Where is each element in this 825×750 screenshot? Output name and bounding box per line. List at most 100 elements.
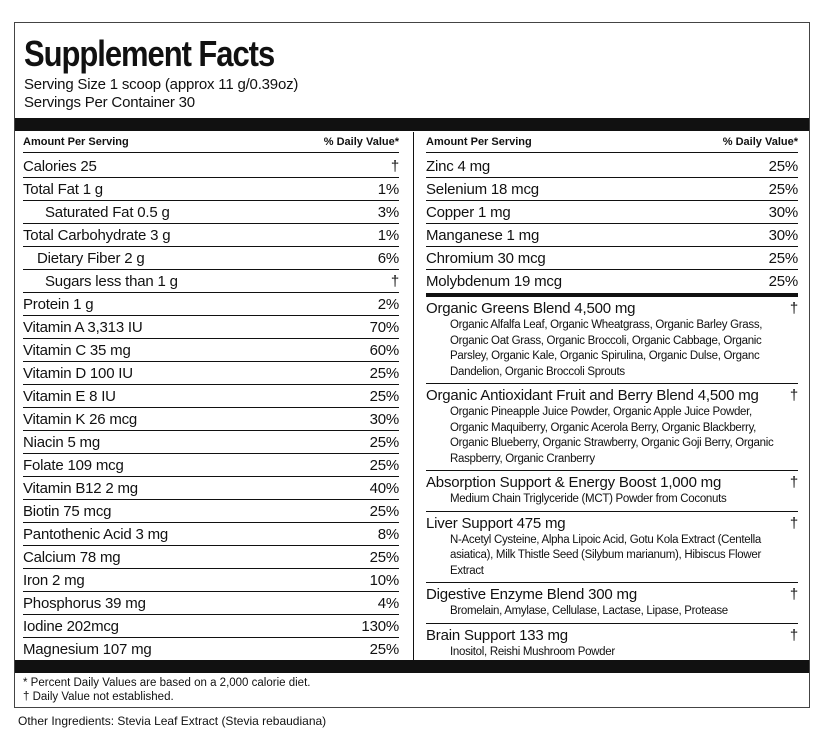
blend-description: Organic Pineapple Juice Powder, Organic … [450, 406, 774, 465]
blend-header: Digestive Enzyme Blend 300 mg † [426, 586, 798, 604]
blend-description: Inositol, Reishi Mushroom Powder [450, 645, 615, 658]
daily-value: 2% [377, 296, 399, 313]
nutrient-row: Manganese 1 mg 30% [426, 224, 798, 247]
dv-header: % Daily Value* [323, 136, 399, 148]
footnote: † Daily Value not established. [23, 691, 174, 703]
blend-description: N-Acetyl Cysteine, Alpha Lipoic Acid, Go… [450, 533, 761, 577]
blend: Digestive Enzyme Blend 300 mg † Bromelain,… [426, 583, 798, 624]
thick-rule [426, 293, 798, 297]
nutrient-row: Dietary Fiber 2 g 6% [23, 247, 399, 270]
daily-value: † [390, 273, 399, 290]
daily-value: 6% [377, 250, 399, 267]
blend-description: Bromelain, Amylase, Cellulase, Lactase, … [450, 605, 728, 617]
column-header: Amount Per Serving % Daily Value* [426, 132, 798, 153]
daily-value: 40% [369, 480, 400, 497]
blend: Absorption Support & Energy Boost 1,000 … [426, 471, 798, 512]
divider-bar [15, 118, 809, 131]
nutrient-row: Iron 2 mg 10% [23, 569, 399, 592]
nutrient-name: Molybdenum 19 mcg [426, 273, 562, 290]
right-column: Amount Per Serving % Daily Value* Zinc 4… [413, 132, 804, 660]
nutrient-name: Saturated Fat 0.5 g [45, 204, 170, 221]
daily-value: 1% [377, 227, 399, 244]
daily-value: † [789, 387, 798, 404]
nutrient-row: Selenium 18 mcg 25% [426, 178, 798, 201]
nutrient-row: Vitamin D 100 IU 25% [23, 362, 399, 385]
blend-name: Liver Support 475 mg [426, 514, 566, 532]
blend: Brain Support 133 mg † Inositol, Reishi Mu… [426, 624, 798, 664]
nutrient-row: Total Fat 1 g 1% [23, 178, 399, 201]
nutrient-row: Calories 25 † [23, 155, 399, 178]
nutrient-row: Vitamin B12 2 mg 40% [23, 477, 399, 500]
daily-value: 25% [768, 181, 799, 198]
column-header: Amount Per Serving % Daily Value* [23, 132, 399, 153]
daily-value: † [789, 514, 798, 532]
nutrient-name: Iodine 202mcg [23, 618, 119, 635]
nutrient-row: Phosphorus 39 mg 4% [23, 592, 399, 615]
nutrient-name: Phosphorus 39 mg [23, 595, 146, 612]
serving-size: Serving Size 1 scoop (approx 11 g/0.39oz… [24, 76, 299, 93]
blend-name: Absorption Support & Energy Boost 1,000 … [426, 474, 722, 491]
daily-value: 30% [369, 411, 400, 428]
nutrient-name: Chromium 30 mcg [426, 250, 546, 267]
blend: Liver Support 475 mg † N-Acetyl Cysteine, … [426, 512, 798, 583]
nutrient-name: Niacin 5 mg [23, 434, 100, 451]
daily-value: 25% [369, 641, 400, 658]
nutrient-name: Vitamin A 3,313 IU [23, 319, 143, 336]
daily-value: 8% [377, 526, 399, 543]
amount-header: Amount Per Serving [426, 136, 532, 148]
footnote: * Percent Daily Values are based on a 2,… [23, 677, 311, 689]
nutrient-row: Protein 1 g 2% [23, 293, 399, 316]
nutrient-row: Saturated Fat 0.5 g 3% [23, 201, 399, 224]
daily-value: 130% [361, 618, 399, 635]
blend-name: Organic Greens Blend 4,500 mg [426, 300, 636, 317]
blend-header: Brain Support 133 mg † [426, 627, 798, 645]
nutrient-name: Calories 25 [23, 158, 97, 175]
blend-name: Brain Support 133 mg [426, 626, 568, 644]
nutrient-row: Vitamin C 35 mg 60% [23, 339, 399, 362]
daily-value: † [789, 300, 798, 317]
daily-value: 25% [768, 250, 799, 267]
nutrient-row: Niacin 5 mg 25% [23, 431, 399, 454]
dv-header: % Daily Value* [722, 136, 798, 148]
nutrient-row: Magnesium 107 mg 25% [23, 638, 399, 660]
daily-value: 25% [369, 549, 400, 566]
blend-header: Liver Support 475 mg † [426, 515, 798, 533]
daily-value: 25% [369, 365, 400, 382]
daily-value: 25% [369, 388, 400, 405]
daily-value: † [789, 626, 798, 644]
nutrient-row: Folate 109 mcg 25% [23, 454, 399, 477]
nutrient-name: Iron 2 mg [23, 572, 85, 589]
daily-value: 4% [377, 595, 399, 612]
daily-value: † [789, 474, 798, 491]
nutrient-name: Calcium 78 mg [23, 549, 121, 566]
nutrient-row: Molybdenum 19 mcg 25% [426, 270, 798, 292]
daily-value: 25% [369, 503, 400, 520]
label-box: Supplement Facts Serving Size 1 scoop (a… [14, 22, 810, 708]
daily-value: 25% [369, 457, 400, 474]
nutrient-row: Vitamin K 26 mcg 30% [23, 408, 399, 431]
nutrient-row: Pantothenic Acid 3 mg 8% [23, 523, 399, 546]
nutrient-name: Pantothenic Acid 3 mg [23, 526, 169, 543]
nutrient-name: Folate 109 mcg [23, 457, 124, 474]
left-column: Amount Per Serving % Daily Value* Calori… [23, 132, 399, 660]
blend-header: Absorption Support & Energy Boost 1,000 … [426, 474, 798, 492]
nutrient-row: Total Carbohydrate 3 g 1% [23, 224, 399, 247]
daily-value: 25% [768, 273, 799, 290]
nutrient-row: Biotin 75 mcg 25% [23, 500, 399, 523]
nutrient-name: Vitamin C 35 mg [23, 342, 131, 359]
blend-header: Organic Greens Blend 4,500 mg † [426, 300, 798, 318]
nutrient-name: Magnesium 107 mg [23, 641, 152, 658]
nutrient-name: Manganese 1 mg [426, 227, 540, 244]
daily-value: 1% [377, 181, 399, 198]
blend-description: Medium Chain Triglyceride (MCT) Powder f… [450, 493, 727, 505]
blend: Organic Antioxidant Fruit and Berry Blen… [426, 384, 798, 471]
daily-value: 30% [768, 204, 799, 221]
blend-name: Digestive Enzyme Blend 300 mg [426, 586, 637, 603]
other-ingredients: Other Ingredients: Stevia Leaf Extract (… [18, 714, 327, 728]
nutrient-name: Vitamin B12 2 mg [23, 480, 138, 497]
servings-per-container: Servings Per Container 30 [24, 94, 195, 111]
nutrient-name: Dietary Fiber 2 g [37, 250, 145, 267]
amount-header: Amount Per Serving [23, 136, 129, 148]
nutrient-row: Vitamin A 3,313 IU 70% [23, 316, 399, 339]
